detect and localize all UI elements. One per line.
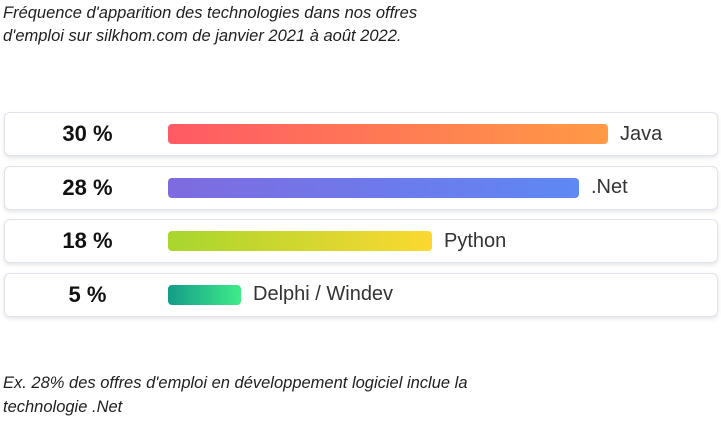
bar-row: 30 % Java (4, 112, 718, 156)
value-label: 18 % (62, 228, 113, 253)
bar (168, 284, 241, 305)
bar-track: Delphi / Windev (168, 283, 628, 305)
category-label: .Net (591, 176, 628, 198)
bar-row: 18 % Python (4, 219, 718, 263)
example-note: Ex. 28% des offres d'emploi en développe… (3, 374, 468, 416)
bar-chart: 30 % Java 28 % .Net 18 % Python 5 % Delphi / Wi… (4, 112, 718, 326)
value-label: 28 % (62, 174, 113, 200)
category-label: Python (444, 229, 507, 252)
bar-row: 5 % Delphi / Windev (4, 272, 718, 317)
category-label: Delphi / Windev (253, 283, 394, 305)
bar (168, 124, 608, 144)
chart-caption: Fréquence d'apparition des technologies … (3, 4, 418, 45)
value-label: 5 % (68, 281, 107, 307)
bar-track: .Net (168, 176, 628, 198)
value-label: 30 % (62, 121, 113, 146)
bar-row: 28 % .Net (4, 165, 718, 210)
bar-track: Python (168, 229, 628, 252)
bar-track: Java (168, 123, 662, 145)
category-label: Java (620, 122, 663, 145)
bar (168, 177, 579, 198)
bar (168, 231, 432, 251)
